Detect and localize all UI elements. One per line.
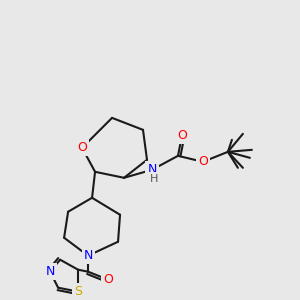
Text: O: O bbox=[177, 129, 187, 142]
Text: O: O bbox=[103, 273, 113, 286]
Text: N: N bbox=[147, 163, 157, 176]
Text: H: H bbox=[150, 174, 158, 184]
Text: O: O bbox=[77, 141, 87, 154]
Text: N: N bbox=[45, 265, 55, 278]
Text: O: O bbox=[198, 155, 208, 168]
Text: S: S bbox=[74, 285, 82, 298]
Text: N: N bbox=[83, 249, 93, 262]
